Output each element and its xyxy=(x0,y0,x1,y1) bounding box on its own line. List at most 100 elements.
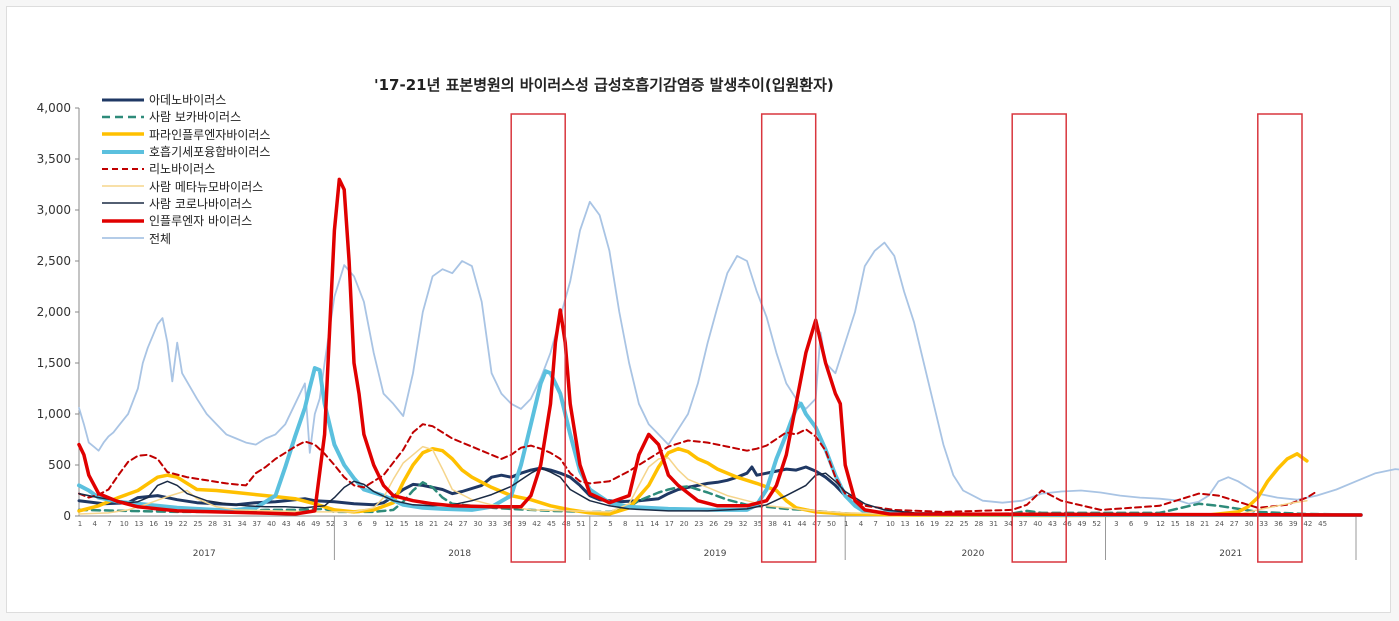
week-tick-label: 9 xyxy=(372,520,376,528)
series-line xyxy=(77,465,1363,517)
week-tick-label: 45 xyxy=(547,520,556,528)
week-tick-label: 25 xyxy=(193,520,202,528)
week-tick-label: 15 xyxy=(400,520,409,528)
week-tick-label: 52 xyxy=(1092,520,1101,528)
y-tick-label: 0 xyxy=(63,509,71,523)
year-label: 2020 xyxy=(961,549,984,559)
week-tick-label: 31 xyxy=(989,520,998,528)
legend-item: 사람 코로나바이러스 xyxy=(100,195,270,212)
legend-label: 사람 코로나바이러스 xyxy=(149,196,253,211)
week-tick-label: 4 xyxy=(859,520,864,528)
y-tick-label: 1,000 xyxy=(37,407,71,421)
legend-swatch xyxy=(102,115,144,119)
week-tick-label: 27 xyxy=(459,520,468,528)
legend-item: 파라인플루엔자바이러스 xyxy=(100,126,270,143)
series-line xyxy=(77,481,1363,517)
week-tick-label: 2 xyxy=(593,520,597,528)
legend-item: 전체 xyxy=(100,229,270,246)
week-tick-label: 45 xyxy=(1318,520,1327,528)
week-tick-label: 37 xyxy=(252,520,261,528)
week-tick-label: 4 xyxy=(93,520,98,528)
week-tick-label: 18 xyxy=(414,520,423,528)
week-tick-label: 34 xyxy=(238,520,247,528)
week-tick-label: 1 xyxy=(844,520,848,528)
week-tick-label: 10 xyxy=(120,520,129,528)
week-tick-label: 27 xyxy=(1230,520,1239,528)
week-tick-label: 19 xyxy=(930,520,939,528)
series-line xyxy=(77,177,1363,517)
week-tick-label: 46 xyxy=(1063,520,1072,528)
legend-label: 리노바이러스 xyxy=(149,162,216,177)
series-line xyxy=(78,467,1362,516)
week-tick-label: 24 xyxy=(1215,520,1224,528)
week-tick-label: 30 xyxy=(473,520,482,528)
y-tick-label: 3,500 xyxy=(37,152,71,166)
y-tick-label: 1,500 xyxy=(37,356,71,370)
y-tick-label: 4,000 xyxy=(37,101,71,115)
highlight-box xyxy=(1011,113,1067,563)
week-tick-label: 21 xyxy=(1200,520,1209,528)
legend-item: 사람 메타뉴모바이러스 xyxy=(100,177,270,194)
legend-label: 전체 xyxy=(149,231,172,246)
year-label: 2021 xyxy=(1219,549,1242,559)
week-tick-label: 6 xyxy=(358,520,363,528)
week-tick-label: 36 xyxy=(1274,520,1283,528)
legend-item: 리노바이러스 xyxy=(100,160,270,177)
week-tick-label: 41 xyxy=(783,520,792,528)
legend-label: 사람 메타뉴모바이러스 xyxy=(149,179,264,194)
week-tick-label: 40 xyxy=(1033,520,1042,528)
legend-swatch xyxy=(102,237,144,239)
week-tick-label: 9 xyxy=(1144,520,1148,528)
week-tick-label: 35 xyxy=(753,520,762,528)
week-tick-label: 34 xyxy=(1004,520,1013,528)
week-tick-label: 46 xyxy=(297,520,306,528)
legend-swatch xyxy=(102,167,144,170)
legend-swatch xyxy=(102,202,144,205)
legend-swatch xyxy=(102,149,144,154)
week-tick-label: 15 xyxy=(1171,520,1180,528)
y-tick-label: 2,000 xyxy=(37,305,71,319)
y-tick-label: 3,000 xyxy=(37,203,71,217)
legend-swatch xyxy=(102,98,144,102)
week-tick-label: 3 xyxy=(1114,520,1118,528)
week-tick-label: 42 xyxy=(532,520,541,528)
legend-item: 인플루엔자 바이러스 xyxy=(100,212,270,229)
week-tick-label: 18 xyxy=(1186,520,1195,528)
week-tick-label: 20 xyxy=(680,520,689,528)
week-tick-label: 36 xyxy=(503,520,512,528)
week-tick-label: 47 xyxy=(812,520,821,528)
week-tick-label: 44 xyxy=(798,520,807,528)
week-tick-label: 40 xyxy=(267,520,276,528)
week-tick-label: 3 xyxy=(343,520,347,528)
week-tick-label: 1 xyxy=(78,520,82,528)
y-tick-label: 500 xyxy=(48,458,71,472)
legend-label: 호흡기세포융합바이러스 xyxy=(149,145,271,160)
week-tick-label: 49 xyxy=(1077,520,1086,528)
week-tick-label: 11 xyxy=(635,520,644,528)
week-tick-label: 39 xyxy=(1289,520,1298,528)
week-tick-label: 43 xyxy=(1048,520,1057,528)
legend-label: 파라인플루엔자바이러스 xyxy=(149,127,271,142)
legend-swatch xyxy=(102,185,144,187)
week-tick-label: 30 xyxy=(1244,520,1253,528)
week-tick-label: 13 xyxy=(134,520,143,528)
week-tick-label: 12 xyxy=(1156,520,1165,528)
legend-item: 아데노바이러스 xyxy=(100,91,270,108)
highlight-box xyxy=(760,113,817,563)
year-label: 2019 xyxy=(704,549,727,559)
week-tick-label: 16 xyxy=(915,520,924,528)
legend-label: 아데노바이러스 xyxy=(149,93,227,108)
week-tick-label: 19 xyxy=(164,520,173,528)
week-tick-label: 13 xyxy=(901,520,910,528)
week-tick-label: 51 xyxy=(577,520,586,528)
week-tick-label: 33 xyxy=(1259,520,1268,528)
week-tick-label: 21 xyxy=(429,520,438,528)
legend-label: 인플루엔자 바이러스 xyxy=(149,214,253,229)
week-tick-label: 22 xyxy=(179,520,188,528)
year-label: 2018 xyxy=(448,549,471,559)
week-tick-label: 37 xyxy=(1019,520,1028,528)
week-tick-label: 14 xyxy=(650,520,659,528)
week-tick-label: 49 xyxy=(311,520,320,528)
legend-item: 호흡기세포융합바이러스 xyxy=(100,143,270,160)
highlight-box xyxy=(1257,113,1303,563)
